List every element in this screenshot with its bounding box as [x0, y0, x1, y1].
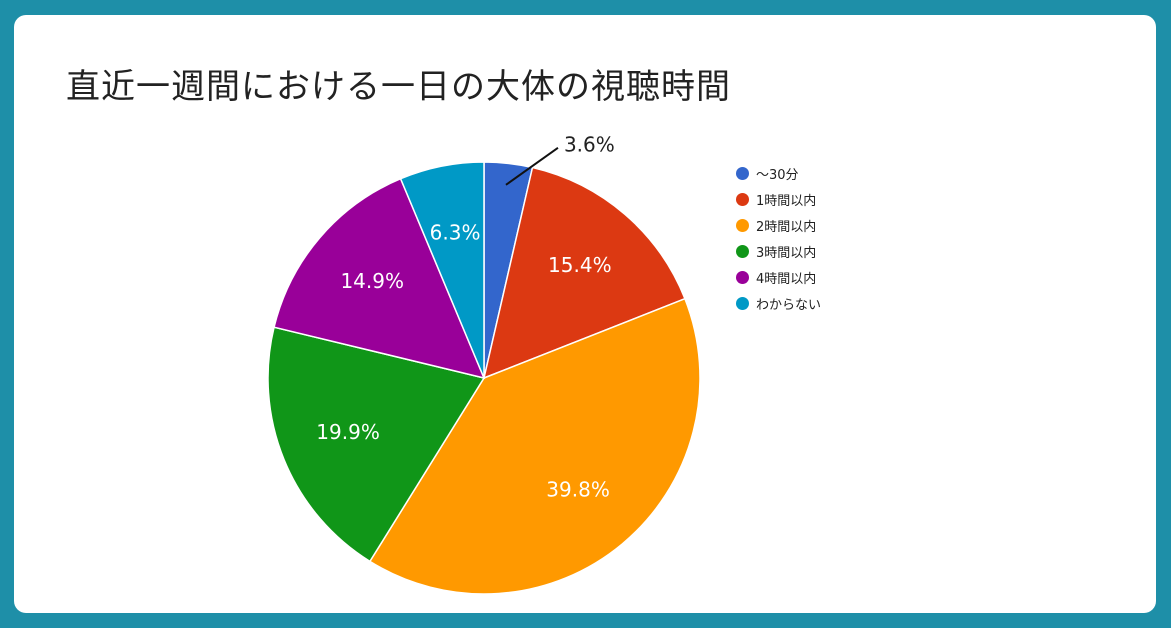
- data-label-6: 6.3%: [430, 220, 481, 244]
- legend-swatch: [736, 166, 749, 180]
- chart-title: 直近一週間における一日の大体の視聴時間: [66, 67, 731, 107]
- data-label-3: 39.8%: [546, 477, 610, 501]
- legend-swatch: [736, 244, 749, 258]
- legend-swatch: [736, 296, 749, 310]
- legend-label: 3時間以内: [756, 245, 817, 261]
- data-label-1: 3.6%: [564, 132, 615, 156]
- legend-swatch: [736, 218, 749, 232]
- legend-item-3: 2時間以内: [736, 212, 821, 238]
- legend-label: 1時間以内: [756, 193, 817, 209]
- legend-item-5: 4時間以内: [736, 264, 821, 290]
- leader-line-1: [505, 147, 559, 186]
- legend-label: 〜30分: [756, 167, 799, 183]
- pie-slices: [267, 161, 701, 595]
- legend-item-2: 1時間以内: [736, 186, 821, 212]
- data-label-2: 15.4%: [548, 253, 612, 277]
- pie-slice-3: [368, 297, 701, 595]
- legend-item-6: わからない: [736, 290, 821, 316]
- pie-slice-2: [482, 166, 686, 380]
- legend-label: 4時間以内: [756, 271, 817, 287]
- pie-slice-5: [273, 177, 486, 380]
- chart-card: 直近一週間における一日の大体の視聴時間 3.6% 15.4% 39.8% 19.9% 1…: [14, 15, 1156, 613]
- legend-label: 2時間以内: [756, 219, 817, 235]
- legend-swatch: [736, 270, 749, 284]
- legend-item-1: 〜30分: [736, 160, 821, 186]
- legend-item-4: 3時間以内: [736, 238, 821, 264]
- data-label-4: 19.9%: [316, 420, 380, 444]
- legend-swatch: [736, 192, 749, 206]
- data-label-5: 14.9%: [340, 269, 404, 293]
- pie-chart: 3.6% 15.4% 39.8% 19.9% 14.9% 6.3%: [267, 132, 701, 595]
- pie-slice-4: [267, 326, 486, 563]
- pie-data-labels: 3.6% 15.4% 39.8% 19.9% 14.9% 6.3%: [316, 132, 614, 501]
- chart-legend: 〜30分 1時間以内 2時間以内 3時間以内 4時間以内わからない: [736, 160, 821, 316]
- pie-slice-6: [399, 161, 485, 379]
- legend-label: わからない: [756, 297, 822, 313]
